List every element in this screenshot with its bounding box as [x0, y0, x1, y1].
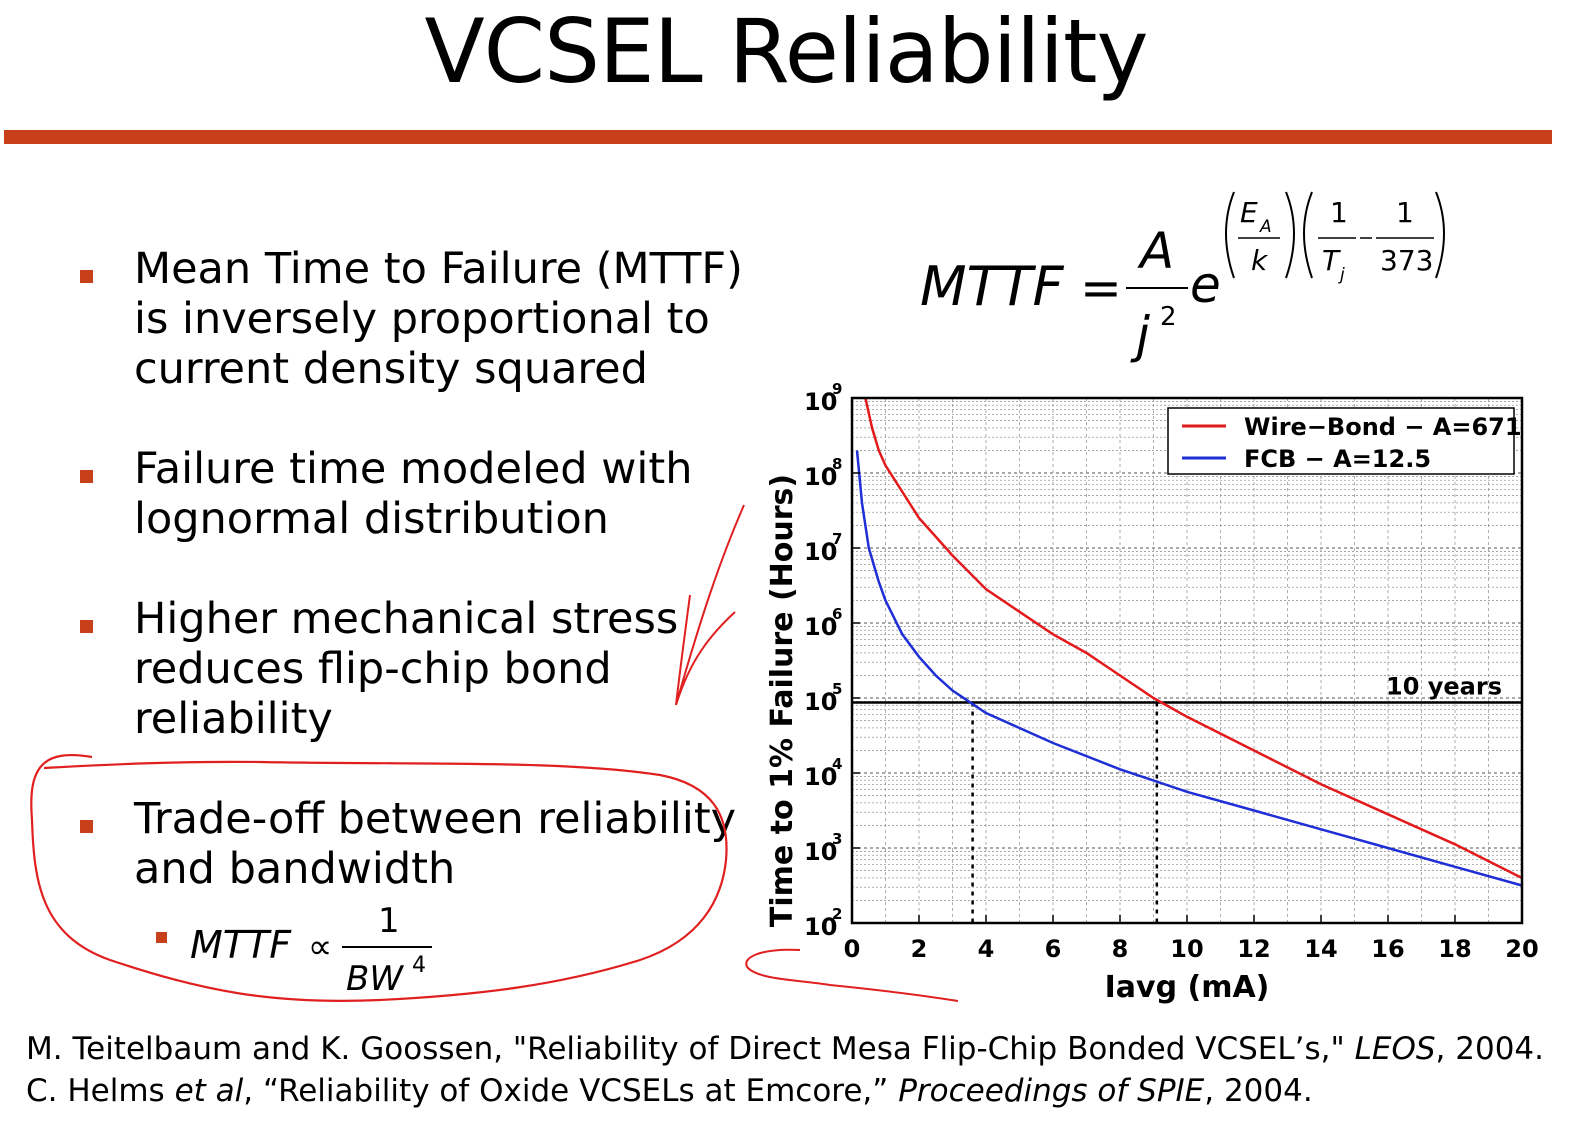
legend-label-wire-bond: Wire−Bond − A=671	[1244, 413, 1522, 441]
series-group	[855, 397, 1523, 887]
y-tick-label-exp: 5	[832, 680, 842, 698]
legend-box	[1167, 407, 1515, 475]
proportionality-equation: MTTF ∝ 1 BW 4	[190, 901, 432, 999]
eq-ea: E	[1240, 196, 1258, 229]
y-tick-label-exp: 8	[832, 455, 842, 473]
x-tick-label: 6	[1045, 935, 1062, 963]
mttf-equation: MTTF = A j 2 e E A k 1 T j 1 373	[920, 191, 1445, 364]
x-tick-label: 14	[1304, 935, 1337, 963]
y-tick-label-base: 10	[804, 388, 837, 416]
x-tick-label: 2	[911, 935, 928, 963]
bullet-marker	[80, 270, 93, 283]
bullet-2-line-2: lognormal distribution	[134, 494, 609, 544]
bullet-marker	[80, 470, 93, 483]
eq-base-e: e	[1190, 256, 1221, 314]
mttf-chart: 10 years 0 2 4 6 8 10 12 14 16 18 20 1021031041051…	[765, 380, 1539, 1005]
eq-373: 373	[1380, 244, 1433, 277]
bullet-1-line-1: Mean Time to Failure (MTTF)	[134, 244, 743, 294]
bullet-3-line-1: Higher mechanical stress	[134, 594, 679, 644]
y-tick-label-exp: 6	[832, 605, 842, 623]
eq-paren-left-2	[1303, 191, 1313, 279]
y-tick-label-base: 10	[804, 763, 837, 791]
slide-title: VCSEL Reliability	[424, 0, 1148, 103]
legend: Wire−Bond − A=671 FCB − A=12.5	[1167, 407, 1522, 475]
eq-tj: T	[1322, 244, 1341, 277]
y-tick-label-exp: 2	[832, 905, 842, 923]
eq-k: k	[1251, 244, 1269, 277]
bullet-3-line-2: reduces flip-chip bond	[134, 644, 612, 694]
x-tick-label: 4	[978, 935, 995, 963]
legend-label-fcb: FCB − A=12.5	[1244, 445, 1431, 473]
y-axis-label: Time to 1% Failure (Hours)	[765, 474, 800, 927]
eq-sub-den-exp: 4	[412, 953, 426, 978]
sub-bullet-marker	[156, 932, 167, 943]
y-tick-label-base: 10	[804, 538, 837, 566]
y-tick-label-exp: 9	[832, 380, 842, 398]
eq-sub-den: BW	[346, 959, 404, 999]
eq-sub-num: 1	[378, 901, 400, 941]
eq-equals: =	[1080, 259, 1122, 317]
title-underline	[4, 130, 1552, 144]
bullet-1-line-2: is inversely proportional to	[134, 294, 710, 344]
eq-den-exp: 2	[1160, 302, 1177, 332]
ten-years-reference: 10 years	[852, 673, 1522, 923]
eq-num: A	[1137, 222, 1174, 280]
eq-one-a: 1	[1330, 196, 1348, 229]
plot-area	[852, 398, 1522, 923]
bullet-1-line-3: current density squared	[134, 344, 648, 394]
x-axis-label: Iavg (mA)	[1105, 970, 1270, 1005]
bullet-marker	[80, 820, 93, 833]
eq-paren-right-2	[1435, 191, 1445, 279]
y-tick-label-base: 10	[804, 838, 837, 866]
y-tick-label-exp: 3	[832, 830, 842, 848]
x-tick-label: 20	[1505, 935, 1538, 963]
series-line-wire-bond	[864, 397, 1523, 880]
eq-paren-left-1	[1225, 191, 1235, 279]
y-tick-label-base: 10	[804, 613, 837, 641]
eq-sub-prop: ∝	[308, 927, 332, 967]
y-tick-label-base: 10	[804, 913, 837, 941]
y-tick-label-exp: 4	[832, 755, 842, 773]
bullet-2-line-1: Failure time modeled with	[134, 444, 693, 494]
x-tick-label: 12	[1237, 935, 1270, 963]
reference-1: M. Teitelbaum and K. Goossen, "Reliabili…	[26, 1031, 1545, 1067]
x-tick-label: 18	[1438, 935, 1471, 963]
references: M. Teitelbaum and K. Goossen, "Reliabili…	[26, 1028, 1566, 1112]
x-tick-label: 0	[844, 935, 861, 963]
ten-years-label: 10 years	[1386, 673, 1502, 701]
reference-2: C. Helms et al, “Reliability of Oxide VC…	[26, 1073, 1313, 1109]
y-tick-label-base: 10	[804, 688, 837, 716]
bullet-marker	[80, 620, 93, 633]
x-tick-label: 8	[1112, 935, 1129, 963]
x-tick-label: 16	[1371, 935, 1404, 963]
x-tick-label: 10	[1170, 935, 1203, 963]
bullet-4-line-2: and bandwidth	[134, 844, 456, 894]
eq-ea-sub: A	[1259, 217, 1272, 237]
y-tick-label-base: 10	[804, 463, 837, 491]
y-tick-label-exp: 7	[832, 530, 842, 548]
eq-tj-sub: j	[1338, 265, 1345, 285]
bullet-4-line-1: Trade-off between reliability	[134, 794, 737, 844]
eq-sub-lhs: MTTF	[190, 923, 292, 967]
eq-one-b: 1	[1396, 196, 1414, 229]
eq-paren-right-1	[1285, 191, 1295, 279]
eq-lhs: MTTF	[920, 255, 1065, 318]
bullet-3-line-3: reliability	[134, 694, 333, 744]
series-line-fcb	[855, 450, 1523, 887]
eq-den: j	[1130, 306, 1150, 364]
